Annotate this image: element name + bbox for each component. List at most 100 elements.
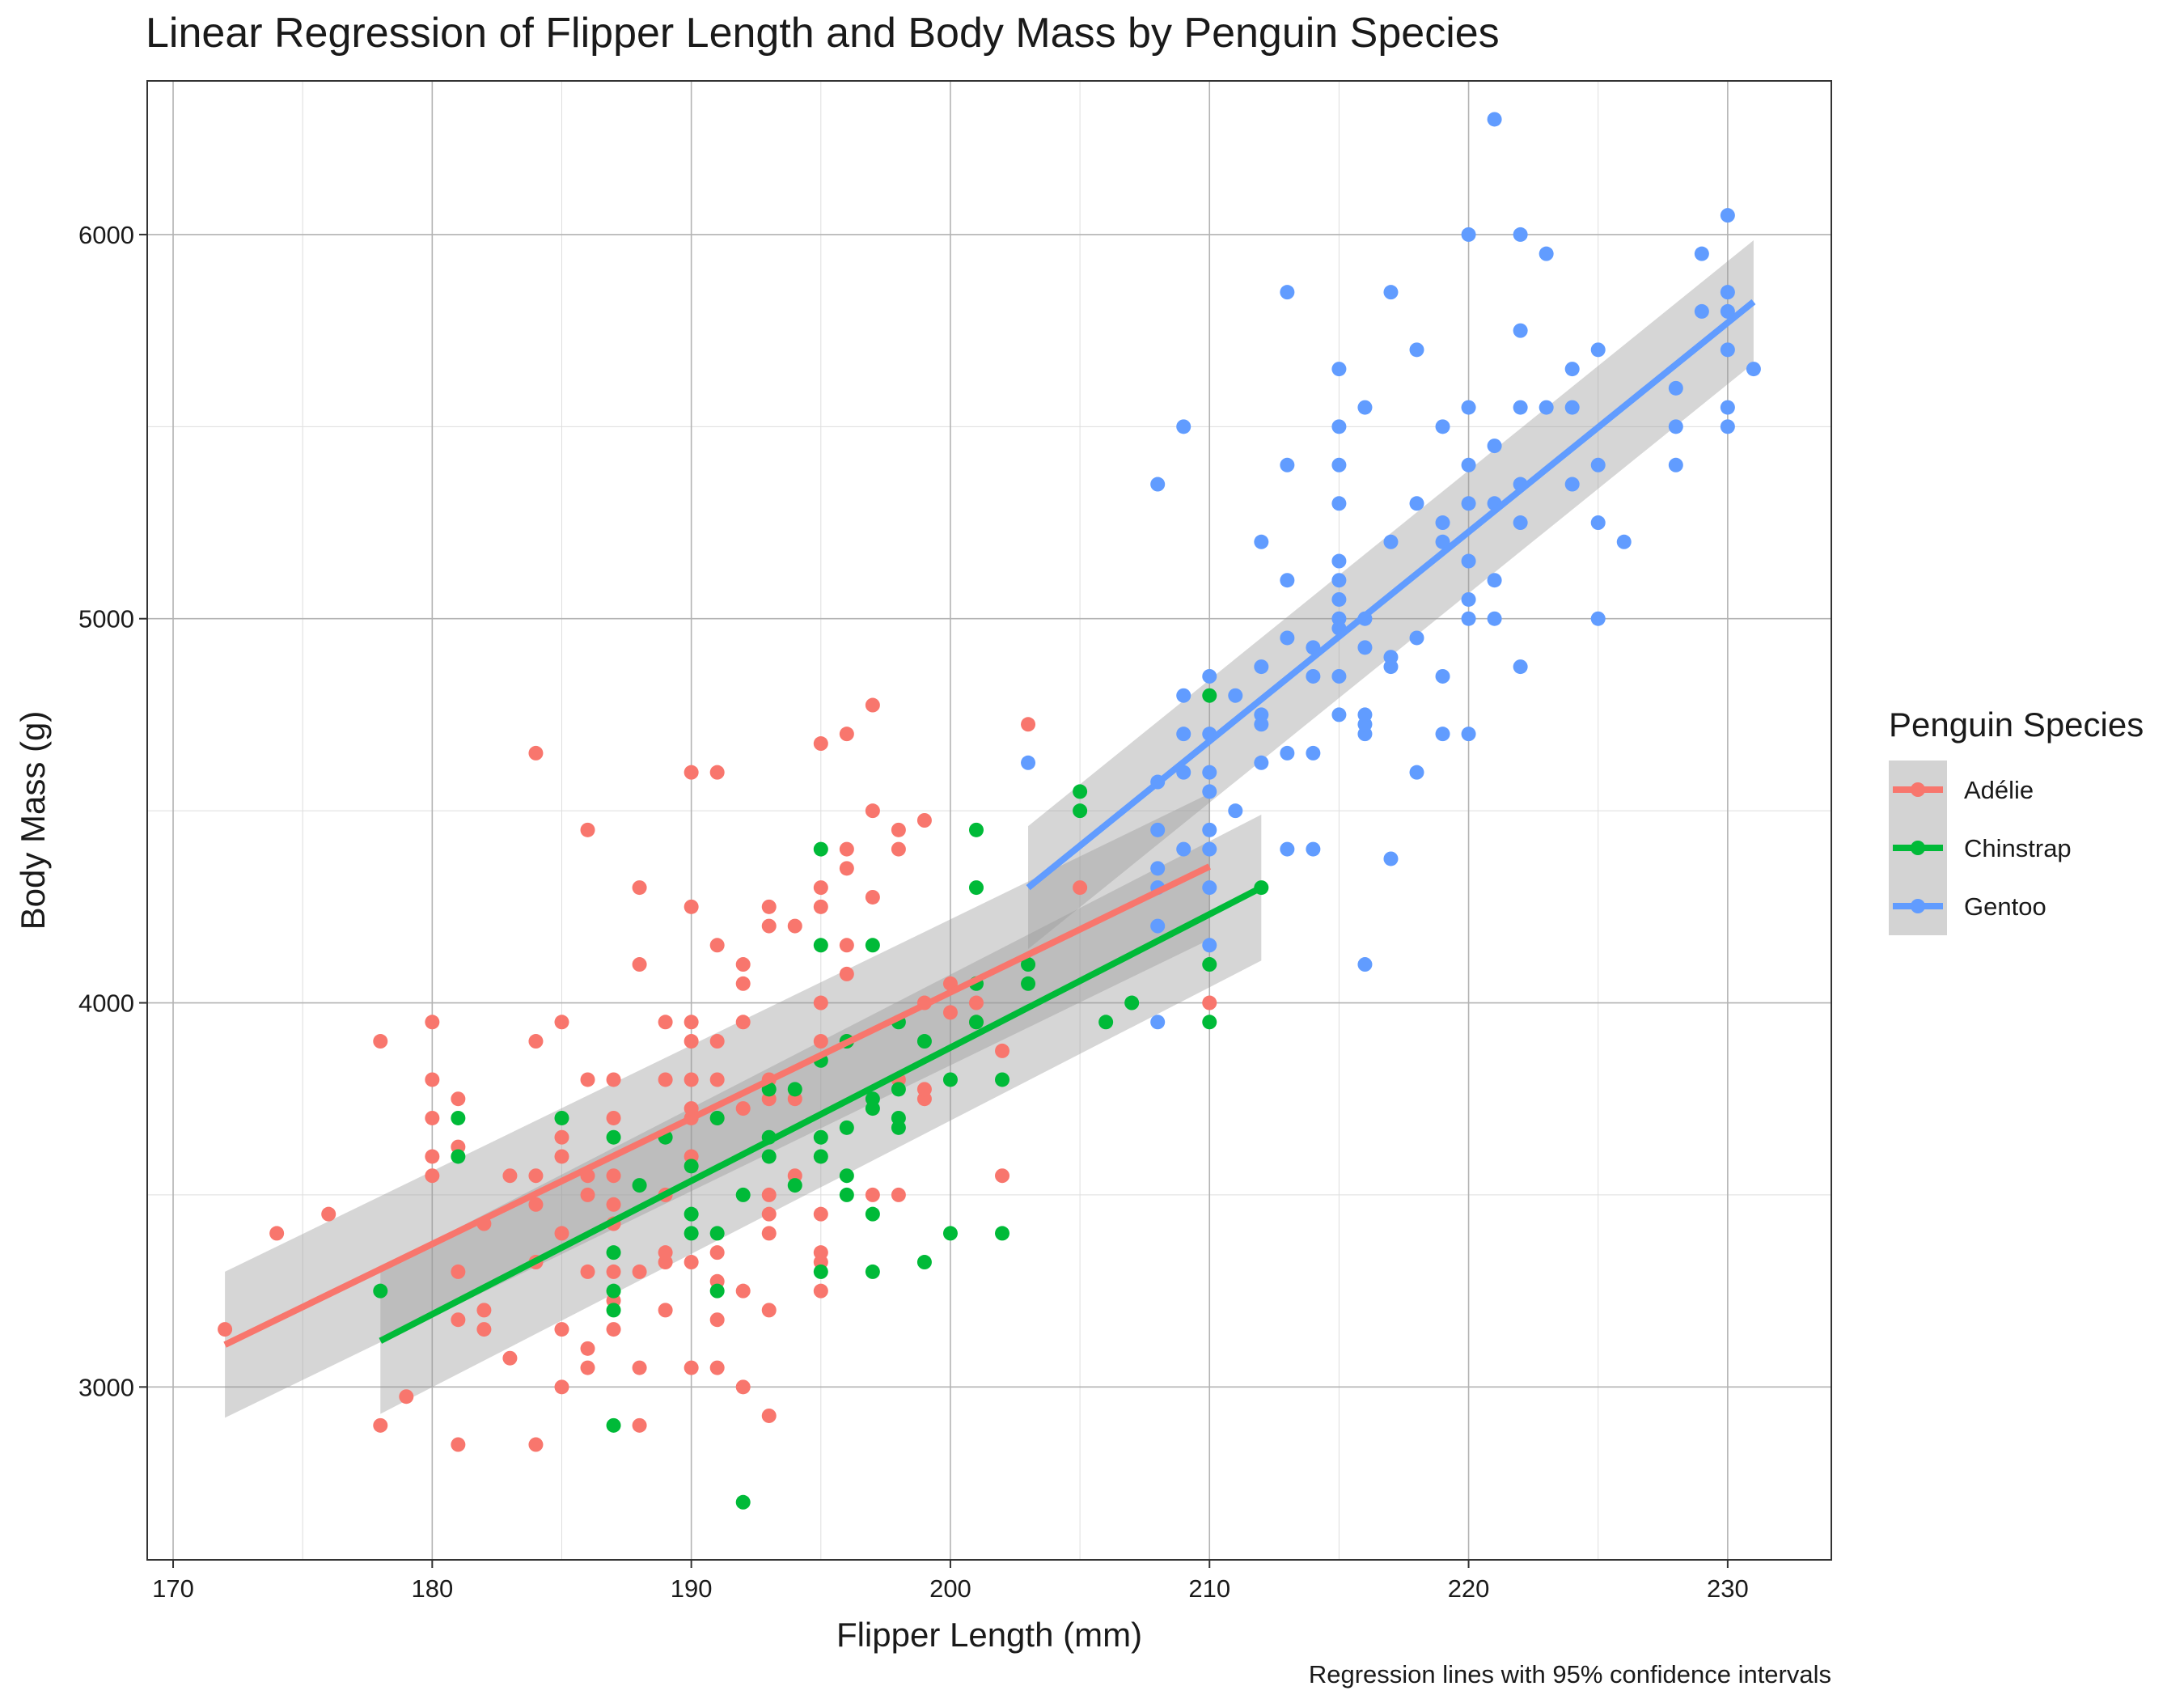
point-chinstrap	[709, 1226, 725, 1241]
point-adélie	[554, 1379, 569, 1395]
point-gentoo	[1280, 285, 1295, 300]
point-gentoo	[1513, 227, 1528, 242]
point-gentoo	[1513, 659, 1528, 675]
point-adélie	[761, 899, 777, 914]
x-tick-label: 190	[671, 1574, 713, 1603]
point-gentoo	[1228, 803, 1243, 819]
point-gentoo	[1331, 573, 1347, 588]
point-adélie	[658, 1015, 673, 1030]
point-adélie	[451, 1437, 466, 1452]
point-gentoo	[1539, 400, 1554, 415]
point-gentoo	[1461, 591, 1476, 607]
regression-lines	[223, 299, 1756, 1348]
point-chinstrap	[684, 1226, 699, 1241]
point-gentoo	[1668, 419, 1683, 434]
point-chinstrap	[916, 1034, 932, 1049]
legend-key-chinstrap: Chinstrap	[1889, 819, 2072, 877]
point-adélie	[554, 1226, 569, 1241]
point-gentoo	[1487, 573, 1502, 588]
point-gentoo	[1409, 342, 1424, 358]
point-gentoo	[1228, 688, 1243, 703]
chart-title: Linear Regression of Flipper Length and …	[146, 10, 1500, 57]
point-chinstrap	[813, 1264, 828, 1279]
point-gentoo	[1720, 303, 1735, 319]
point-gentoo	[1331, 611, 1347, 626]
point-adélie	[632, 1360, 647, 1375]
point-adélie	[761, 1226, 777, 1241]
point-chinstrap	[865, 1264, 880, 1279]
point-adélie	[684, 1360, 699, 1375]
point-adélie	[709, 1034, 725, 1049]
point-adélie	[476, 1322, 492, 1337]
point-adélie	[684, 1101, 699, 1116]
point-adélie	[684, 1034, 699, 1049]
point-gentoo	[1564, 362, 1580, 377]
point-adélie	[839, 938, 854, 953]
point-adélie	[528, 745, 544, 761]
point-adélie	[865, 889, 880, 905]
plot-area	[146, 80, 1832, 1561]
point-adélie	[787, 918, 802, 934]
point-gentoo	[1357, 640, 1373, 655]
point-adélie	[813, 1034, 828, 1049]
x-tick-label: 220	[1448, 1574, 1490, 1603]
point-adélie	[451, 1312, 466, 1328]
x-axis: 170 180 190 200 210 220 230	[152, 1560, 1749, 1603]
point-gentoo	[1720, 419, 1735, 434]
point-gentoo	[1461, 400, 1476, 415]
point-chinstrap	[813, 841, 828, 857]
point-adélie	[684, 1255, 699, 1270]
legend-label: Adélie	[1964, 776, 2034, 804]
point-gentoo	[1176, 841, 1191, 857]
data-points	[218, 112, 1761, 1510]
point-gentoo	[1331, 553, 1347, 569]
point-adélie	[684, 765, 699, 780]
point-gentoo	[1564, 477, 1580, 492]
point-gentoo	[1280, 841, 1295, 857]
point-gentoo	[1746, 362, 1761, 377]
point-gentoo	[1487, 112, 1502, 127]
point-adélie	[321, 1206, 336, 1222]
x-tick-label: 170	[152, 1574, 194, 1603]
point-chinstrap	[606, 1129, 621, 1145]
point-gentoo	[1357, 400, 1373, 415]
point-gentoo	[1461, 457, 1476, 472]
point-adélie	[813, 880, 828, 896]
point-adélie	[528, 1437, 544, 1452]
point-adélie	[709, 938, 725, 953]
point-adélie	[865, 1187, 880, 1202]
point-gentoo	[1202, 880, 1217, 896]
point-adélie	[891, 841, 906, 857]
point-adélie	[373, 1034, 388, 1049]
point-gentoo	[1176, 688, 1191, 703]
point-adélie	[684, 899, 699, 914]
point-gentoo	[1280, 573, 1295, 588]
point-chinstrap	[632, 1178, 647, 1193]
point-adélie	[709, 1245, 725, 1260]
point-adélie	[580, 1072, 595, 1087]
point-chinstrap	[891, 1082, 906, 1097]
point-gentoo	[1331, 591, 1347, 607]
point-gentoo	[1150, 477, 1166, 492]
point-gentoo	[1383, 650, 1399, 665]
legend-key-point	[1911, 841, 1925, 855]
point-gentoo	[1590, 457, 1606, 472]
point-gentoo	[1539, 246, 1554, 261]
point-gentoo	[1668, 457, 1683, 472]
point-chinstrap	[373, 1283, 388, 1299]
minor-gridlines	[147, 81, 1831, 1560]
point-gentoo	[1435, 419, 1450, 434]
point-chinstrap	[968, 880, 984, 896]
point-gentoo	[1461, 611, 1476, 626]
point-gentoo	[1021, 755, 1036, 770]
point-gentoo	[1202, 938, 1217, 953]
point-adélie	[709, 1360, 725, 1375]
point-chinstrap	[839, 1187, 854, 1202]
point-adélie	[269, 1226, 285, 1241]
point-adélie	[554, 1015, 569, 1030]
point-chinstrap	[451, 1149, 466, 1164]
point-gentoo	[1150, 1015, 1166, 1030]
point-chinstrap	[606, 1303, 621, 1318]
point-adélie	[891, 822, 906, 837]
